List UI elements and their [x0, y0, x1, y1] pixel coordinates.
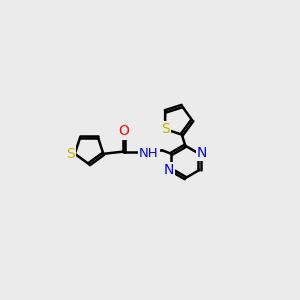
Text: S: S [161, 122, 170, 136]
Text: O: O [119, 124, 130, 138]
Text: N: N [197, 146, 207, 160]
Text: N: N [164, 163, 174, 177]
Text: NH: NH [139, 147, 159, 160]
Text: S: S [66, 147, 74, 161]
